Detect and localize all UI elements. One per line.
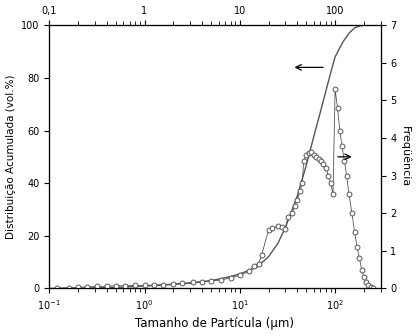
X-axis label: Tamanho de Partícula (μm): Tamanho de Partícula (μm) [135, 318, 295, 330]
Y-axis label: Freqüência: Freqüência [400, 126, 411, 187]
Y-axis label: Distribuição Acumulada (vol.%): Distribuição Acumulada (vol.%) [5, 75, 15, 239]
